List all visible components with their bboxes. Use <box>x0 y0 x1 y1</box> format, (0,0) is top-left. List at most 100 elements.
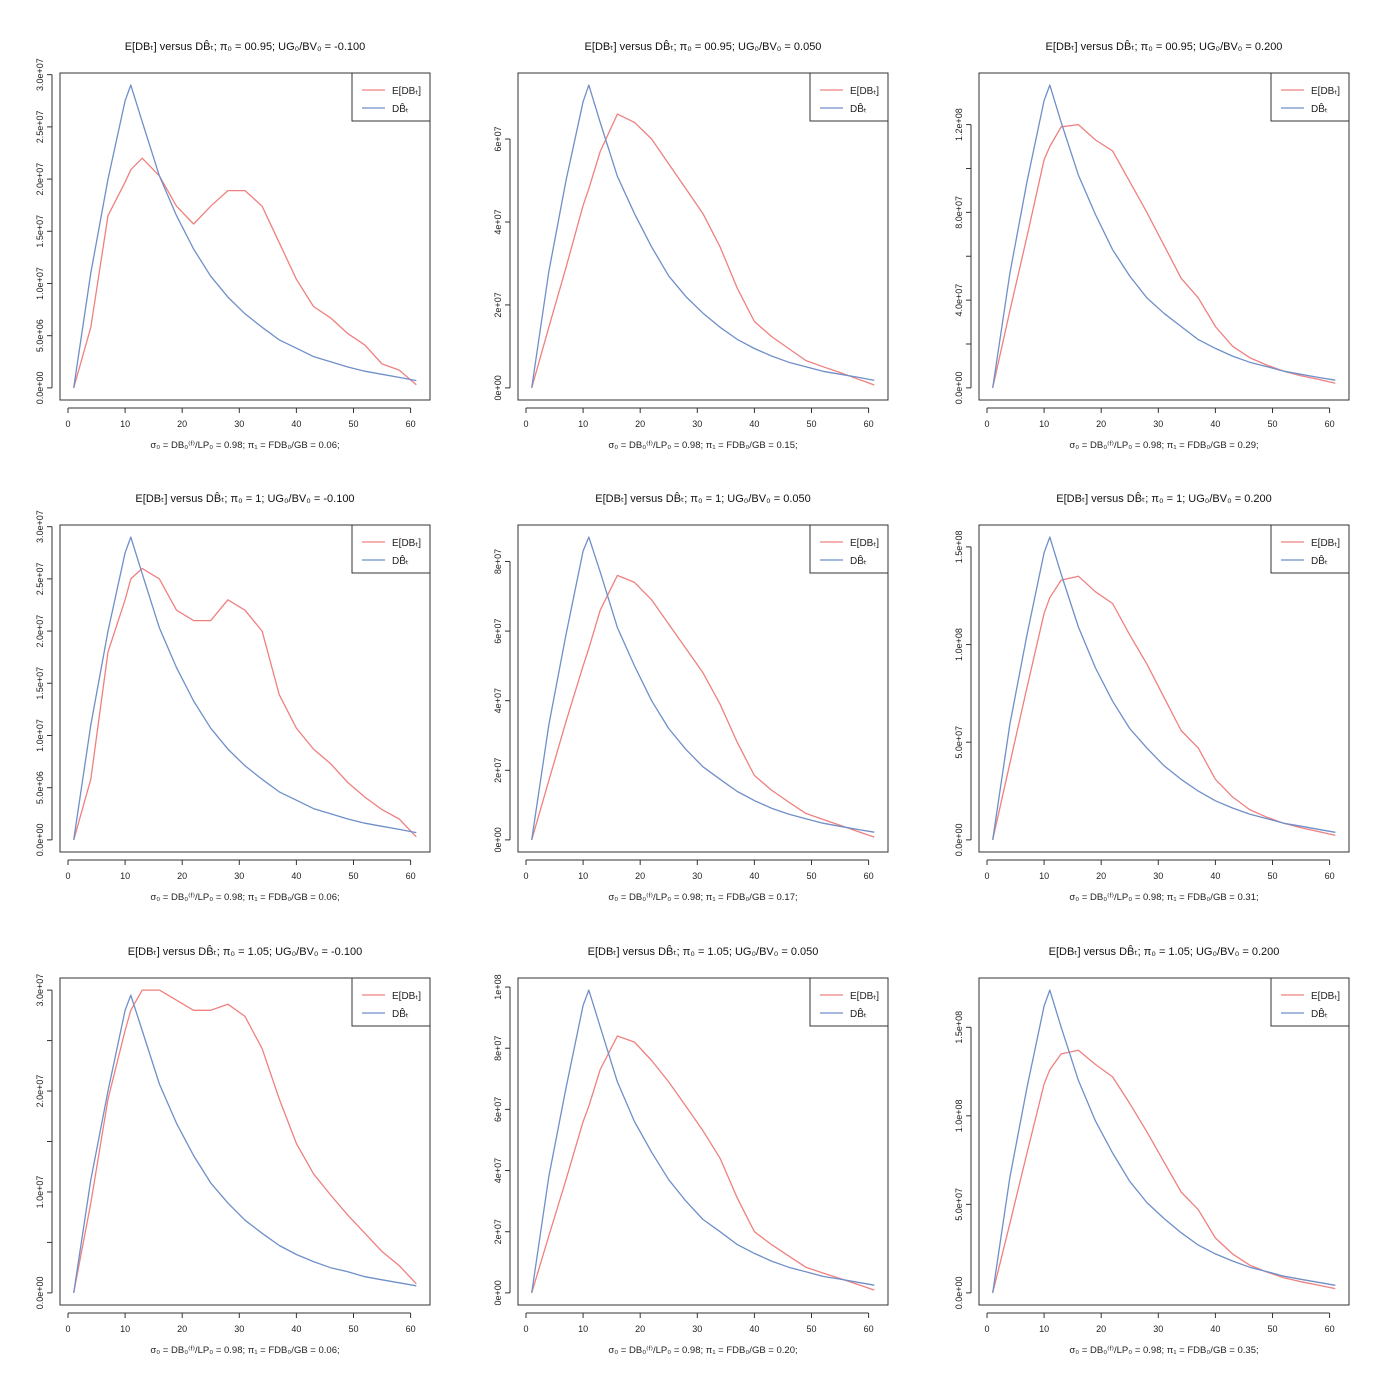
legend: E[DBₜ] DB̂ₜ <box>809 72 889 122</box>
series-line-expected <box>992 123 1336 389</box>
x-axis-label: σ₀ = DB₀⁽ᶠ⁾/LP₀ = 0.98; π₁ = FDB₀/GB = 0… <box>150 440 339 451</box>
chart-title: E[DBₜ] versus DB̂ₜ; π₀ = 00.95; UG₀/BV₀ … <box>585 39 822 53</box>
x-axis-label: σ₀ = DB₀⁽ᶠ⁾/LP₀ = 0.98; π₁ = FDB₀/GB = 0… <box>150 892 339 903</box>
y-tick-label: 0e+00 <box>493 827 503 852</box>
x-tick-label: 50 <box>1267 419 1277 429</box>
y-tick-label: 4e+07 <box>493 1158 503 1183</box>
series-line-estimate <box>992 84 1336 388</box>
series-line-expected <box>73 567 417 841</box>
x-tick-label: 0 <box>65 419 70 429</box>
y-tick-label: 5.0e+07 <box>954 726 964 759</box>
legend-label: E[DBₜ] <box>1311 86 1340 97</box>
legend: E[DBₜ] DB̂ₜ <box>1270 977 1350 1027</box>
y-tick-label: 1e+08 <box>493 974 503 999</box>
y-tick-label: 5.0e+06 <box>35 771 45 804</box>
y-tick-label: 1.5e+08 <box>954 1011 964 1044</box>
x-tick-label: 20 <box>177 419 187 429</box>
legend-label: DB̂ₜ <box>850 553 867 567</box>
x-tick-label: 60 <box>1325 871 1335 881</box>
x-tick-label: 50 <box>806 419 816 429</box>
chart-panel: E[DBₜ] versus DB̂ₜ; π₀ = 00.95; UG₀/BV₀ … <box>493 39 889 451</box>
x-tick-label: 20 <box>635 419 645 429</box>
x-tick-label: 60 <box>864 1324 874 1334</box>
x-tick-label: 40 <box>291 871 301 881</box>
plot-frame <box>978 72 1350 401</box>
x-tick-label: 60 <box>406 1324 416 1334</box>
y-tick-label: 3.0e+07 <box>35 974 45 1007</box>
legend-label: E[DBₜ] <box>392 538 421 549</box>
chart-panel: E[DBₜ] versus DB̂ₜ; π₀ = 1.05; UG₀/BV₀ =… <box>954 944 1350 1356</box>
legend: E[DBₜ] DB̂ₜ <box>809 977 889 1027</box>
legend-box <box>1270 977 1350 1027</box>
x-tick-label: 40 <box>1210 419 1220 429</box>
chart-panel: E[DBₜ] versus DB̂ₜ; π₀ = 1.05; UG₀/BV₀ =… <box>35 944 431 1356</box>
y-tick-label: 0.0e+00 <box>35 823 45 856</box>
chart-panel: E[DBₜ] versus DB̂ₜ; π₀ = 1; UG₀/BV₀ = 0.… <box>954 491 1350 903</box>
y-tick-label: 1.5e+07 <box>35 215 45 248</box>
legend-label: DB̂ₜ <box>1311 1006 1328 1020</box>
legend-label: E[DBₜ] <box>850 538 879 549</box>
x-tick-label: 60 <box>406 419 416 429</box>
y-tick-label: 6e+07 <box>493 126 503 151</box>
x-axis-label: σ₀ = DB₀⁽ᶠ⁾/LP₀ = 0.98; π₁ = FDB₀/GB = 0… <box>1069 892 1258 903</box>
chart-panel: E[DBₜ] versus DB̂ₜ; π₀ = 00.95; UG₀/BV₀ … <box>954 39 1350 451</box>
x-tick-label: 30 <box>1153 1324 1163 1334</box>
x-tick-label: 0 <box>523 419 528 429</box>
x-tick-label: 60 <box>864 871 874 881</box>
chart-title: E[DBₜ] versus DB̂ₜ; π₀ = 00.95; UG₀/BV₀ … <box>125 39 366 53</box>
legend-box <box>351 524 431 574</box>
x-tick-label: 60 <box>1325 419 1335 429</box>
legend-box <box>351 977 431 1027</box>
y-tick-label: 8e+07 <box>493 1036 503 1061</box>
legend: E[DBₜ] DB̂ₜ <box>351 977 431 1027</box>
chart-title: E[DBₜ] versus DB̂ₜ; π₀ = 1.05; UG₀/BV₀ =… <box>1049 944 1280 958</box>
legend-box <box>809 977 889 1027</box>
x-tick-label: 10 <box>578 419 588 429</box>
y-tick-label: 2.0e+07 <box>35 163 45 196</box>
y-tick-label: 6e+07 <box>493 1097 503 1122</box>
chart-panel: E[DBₜ] versus DB̂ₜ; π₀ = 1; UG₀/BV₀ = -0… <box>35 491 431 903</box>
series-line-expected <box>531 1035 875 1294</box>
y-tick-label: 6e+07 <box>493 618 503 643</box>
x-tick-label: 20 <box>1096 1324 1106 1334</box>
chart-panel: E[DBₜ] versus DB̂ₜ; π₀ = 1.05; UG₀/BV₀ =… <box>493 944 889 1356</box>
y-tick-label: 2.5e+07 <box>35 110 45 143</box>
x-tick-label: 30 <box>692 1324 702 1334</box>
series-line-estimate <box>73 994 417 1293</box>
y-tick-label: 1.5e+07 <box>35 667 45 700</box>
x-tick-label: 0 <box>984 419 989 429</box>
y-tick-label: 4.0e+07 <box>954 284 964 317</box>
plot-frame <box>517 524 889 853</box>
legend-label: E[DBₜ] <box>1311 538 1340 549</box>
x-tick-label: 50 <box>1267 1324 1277 1334</box>
legend-box <box>809 72 889 122</box>
x-axis-label: σ₀ = DB₀⁽ᶠ⁾/LP₀ = 0.98; π₁ = FDB₀/GB = 0… <box>1069 440 1258 451</box>
y-tick-label: 2e+07 <box>493 292 503 317</box>
chart-title: E[DBₜ] versus DB̂ₜ; π₀ = 1; UG₀/BV₀ = -0… <box>135 491 354 505</box>
x-tick-label: 0 <box>523 871 528 881</box>
x-tick-label: 30 <box>692 419 702 429</box>
x-tick-label: 20 <box>177 871 187 881</box>
legend: E[DBₜ] DB̂ₜ <box>1270 524 1350 574</box>
x-tick-label: 20 <box>635 1324 645 1334</box>
chart-title: E[DBₜ] versus DB̂ₜ; π₀ = 1.05; UG₀/BV₀ =… <box>588 944 819 958</box>
legend-label: DB̂ₜ <box>1311 101 1328 115</box>
x-tick-label: 60 <box>406 871 416 881</box>
x-tick-label: 10 <box>578 871 588 881</box>
x-tick-label: 30 <box>1153 871 1163 881</box>
legend-label: DB̂ₜ <box>850 1006 867 1020</box>
y-tick-label: 8.0e+07 <box>954 196 964 229</box>
x-tick-label: 40 <box>291 1324 301 1334</box>
x-tick-label: 20 <box>635 871 645 881</box>
x-tick-label: 10 <box>120 1324 130 1334</box>
plot-frame <box>59 72 431 401</box>
y-tick-label: 0.0e+00 <box>954 371 964 404</box>
y-tick-label: 5.0e+07 <box>954 1188 964 1221</box>
chart-title: E[DBₜ] versus DB̂ₜ; π₀ = 1; UG₀/BV₀ = 0.… <box>1056 491 1271 505</box>
series-line-expected <box>73 157 417 389</box>
x-tick-label: 40 <box>1210 1324 1220 1334</box>
legend: E[DBₜ] DB̂ₜ <box>809 524 889 574</box>
x-tick-label: 0 <box>984 1324 989 1334</box>
legend: E[DBₜ] DB̂ₜ <box>351 72 431 122</box>
x-tick-label: 30 <box>234 871 244 881</box>
